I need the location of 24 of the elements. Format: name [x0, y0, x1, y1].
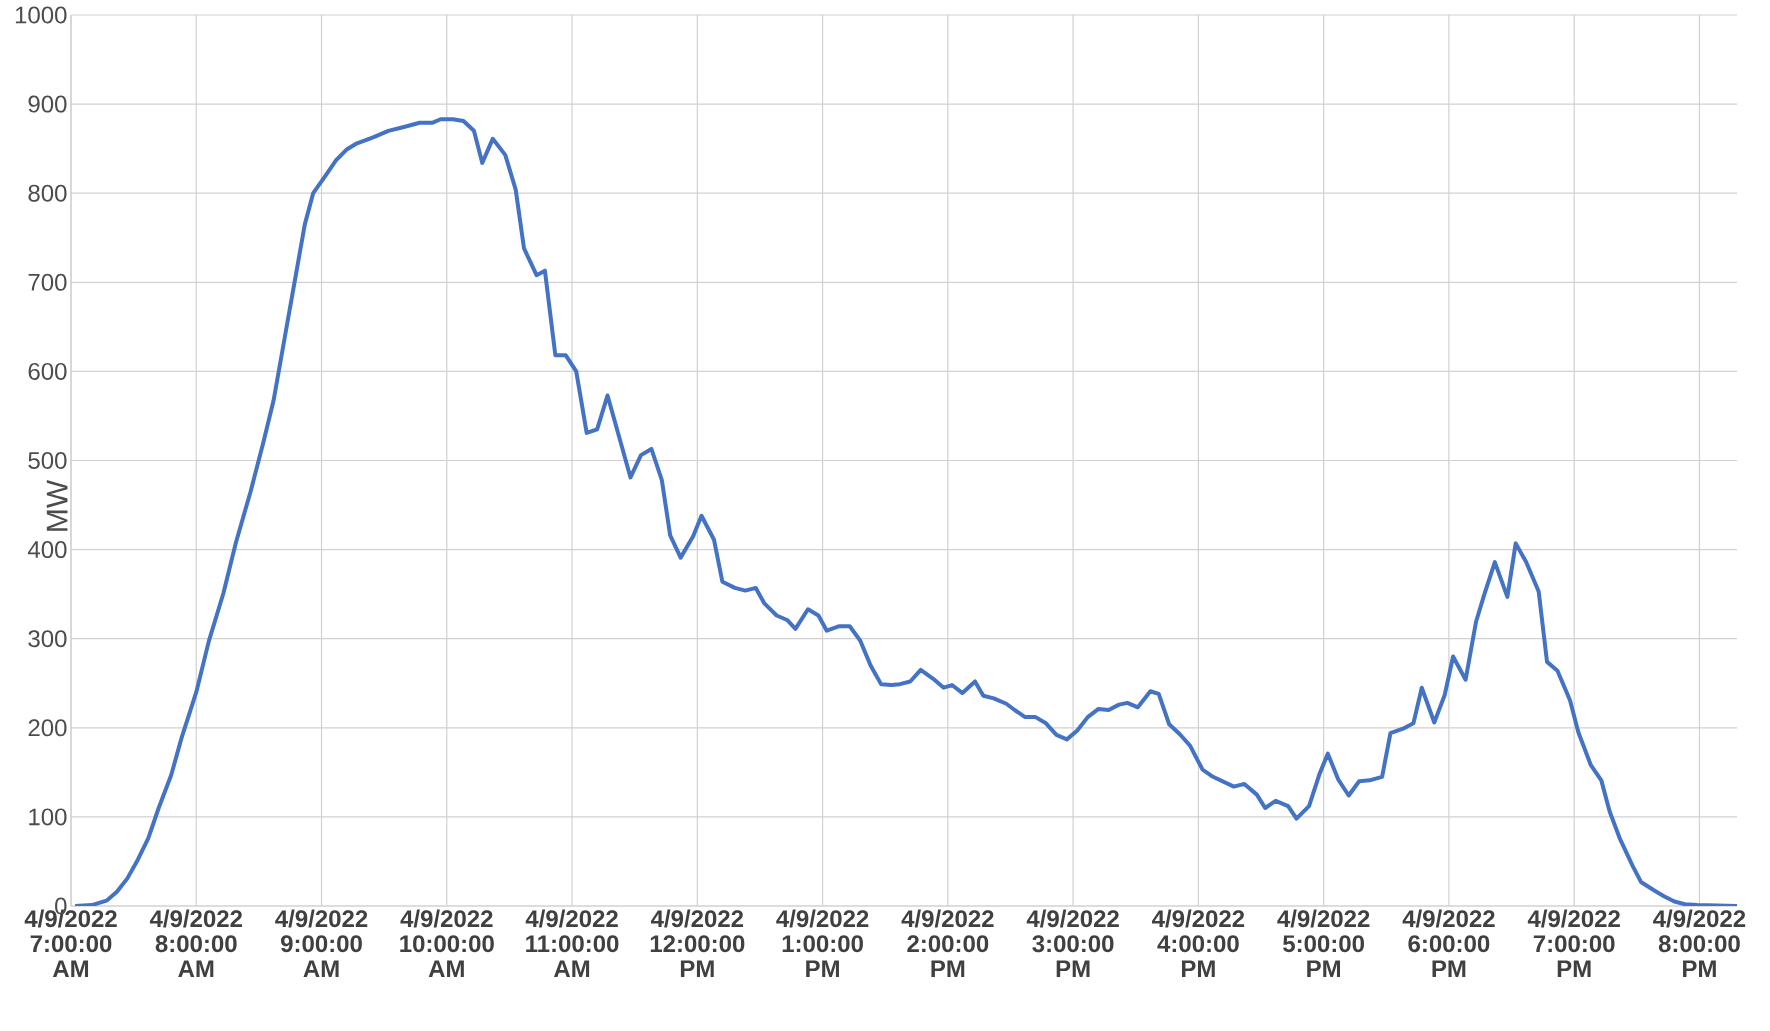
x-tick-label: 4/9/2022 4:00:00 PM — [1152, 909, 1245, 977]
x-tick-label: 4/9/2022 11:00:00 AM — [525, 909, 619, 977]
x-tick-label: 4/9/2022 9:00:00 AM — [275, 909, 368, 977]
y-axis-title: MW — [46, 479, 68, 531]
x-tick-label: 4/9/2022 5:00:00 PM — [1277, 909, 1370, 977]
x-tick-label: 4/9/2022 1:00:00 PM — [776, 909, 869, 977]
y-tick-label: 200 — [28, 719, 67, 737]
y-tick-label: 400 — [27, 541, 67, 559]
x-tick-label: 4/9/2022 6:00:00 PM — [1402, 909, 1495, 977]
y-tick-label: 700 — [28, 273, 67, 291]
x-tick-label: 4/9/2022 12:00:00 PM — [650, 909, 745, 977]
x-tick-label: 4/9/2022 8:00:00 PM — [1653, 909, 1746, 977]
y-tick-label: 300 — [28, 630, 67, 648]
y-tick-label: 100 — [29, 808, 67, 826]
x-tick-label: 4/9/2022 7:00:00 PM — [1527, 909, 1620, 977]
x-tick-label: 4/9/2022 2:00:00 PM — [901, 909, 994, 977]
x-tick-label: 4/9/2022 10:00:00 AM — [400, 909, 494, 977]
y-tick-label: 800 — [28, 184, 67, 202]
y-tick-label: 1000 — [15, 6, 67, 24]
x-tick-label: 4/9/2022 8:00:00 AM — [149, 909, 243, 977]
y-tick-label: 900 — [28, 95, 67, 113]
y-tick-label: 600 — [28, 362, 67, 380]
y-tick-label: 500 — [28, 452, 67, 469]
x-tick-label: 4/9/2022 3:00:00 PM — [1026, 909, 1119, 977]
